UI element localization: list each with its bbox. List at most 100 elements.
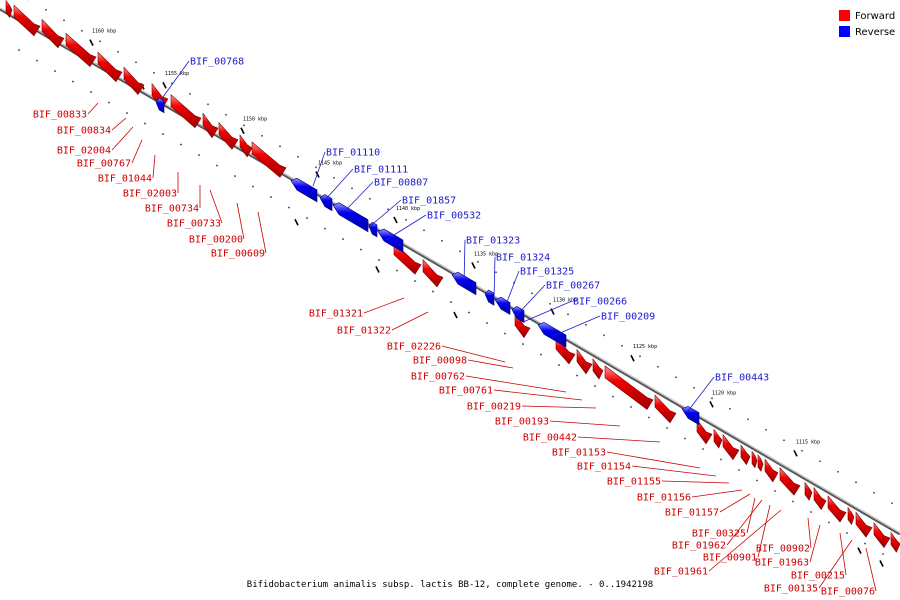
forward-gene-arrow: [696, 418, 713, 445]
reverse-gene-arrow: [368, 221, 378, 238]
scale-dot: [648, 416, 650, 419]
gene-label: BIF_01857: [402, 196, 456, 207]
forward-gene-arrow: [813, 486, 827, 511]
label-leader-line: [236, 202, 245, 240]
scale-dot: [495, 271, 497, 274]
label-leader-line: [467, 359, 514, 369]
scale-dot: [261, 134, 263, 137]
gene-label: BIF_00901: [703, 553, 757, 564]
gene-label: BIF_00215: [791, 571, 845, 582]
scale-dot: [594, 385, 596, 387]
scale-dot: [279, 145, 281, 148]
forward-gene-arrow: [779, 467, 801, 496]
tick-label: 1125 kbp: [633, 344, 657, 350]
scale-dot: [558, 364, 560, 366]
label-leader-line: [865, 547, 877, 592]
gene-label: BIF_00609: [211, 249, 265, 260]
forward-gene-arrow: [751, 450, 758, 469]
scale-dot: [81, 29, 83, 32]
scale-dot: [459, 250, 461, 253]
label-leader-line: [687, 376, 715, 412]
scale-dot: [792, 500, 794, 503]
tick-mark: [240, 127, 245, 135]
tick-label: 1150 kbp: [243, 117, 267, 123]
tick-label: 1160 kbp: [92, 29, 116, 35]
scale-dot: [423, 229, 425, 232]
tick-mark: [471, 262, 476, 269]
forward-gene-arrow: [65, 32, 97, 67]
reverse-gene-arrow: [681, 405, 700, 426]
reverse-gene-arrow: [319, 194, 333, 212]
label-leader-line: [746, 497, 756, 534]
gene-label: BIF_01324: [496, 253, 550, 264]
label-leader-line: [111, 126, 134, 151]
forward-gene-arrow: [757, 454, 764, 472]
legend-forward-swatch: [839, 10, 850, 21]
gene-label: BIF_01962: [672, 541, 726, 552]
tick-label: 1145 kbp: [318, 160, 342, 166]
gene-label: BIF_00733: [167, 219, 221, 230]
gene-label: BIF_00902: [756, 544, 810, 555]
tick-label: 1120 kbp: [712, 390, 736, 396]
legend-reverse-label: Reverse: [855, 27, 895, 38]
scale-dot: [567, 313, 569, 316]
forward-gene-arrow: [239, 134, 253, 158]
reverse-gene-arrow: [537, 321, 567, 348]
scale-dot: [216, 164, 218, 167]
reverse-gene-arrow: [155, 97, 165, 114]
reverse-gene-arrow: [290, 177, 318, 203]
gene-label: BIF_00098: [413, 356, 467, 367]
forward-gene-arrow: [873, 521, 891, 549]
scale-dot: [351, 187, 353, 190]
scale-dot: [180, 143, 182, 146]
scale-dot: [144, 122, 146, 125]
forward-gene-arrow: [764, 458, 779, 483]
gene-label: BIF_00442: [523, 433, 577, 444]
label-leader-line: [708, 509, 782, 572]
gene-label: BIF_00833: [33, 110, 87, 121]
tick-mark: [879, 560, 884, 567]
scale-dot: [36, 59, 38, 62]
gene-label: BIF_00219: [467, 402, 521, 413]
legend-reverse-swatch: [839, 26, 850, 37]
scale-dot: [72, 80, 74, 83]
scale-dot: [765, 428, 767, 431]
scale-dot: [603, 334, 605, 337]
gene-label: BIF_01110: [326, 148, 380, 159]
scale-dot: [756, 479, 758, 482]
label-leader-line: [257, 211, 267, 254]
gene-label: BIF_00443: [715, 373, 769, 384]
scale-dot: [450, 301, 452, 303]
forward-gene-arrow: [5, 0, 13, 19]
forward-gene-arrow: [654, 394, 677, 424]
scale-dot: [864, 542, 866, 545]
gene-label: BIF_00193: [495, 417, 549, 428]
scale-dot: [612, 395, 614, 398]
scale-dot: [819, 460, 821, 463]
forward-gene-arrow: [97, 51, 123, 83]
scale-dot: [288, 206, 290, 209]
label-leader-line: [344, 181, 374, 212]
scale-dot: [162, 133, 164, 135]
label-leader-line: [549, 420, 621, 427]
label-leader-line: [111, 117, 127, 131]
scale-dot: [486, 322, 488, 324]
label-leader-line: [463, 239, 466, 285]
scale-dot: [693, 386, 695, 389]
scale-dot: [729, 407, 731, 410]
reverse-gene-arrow: [377, 228, 404, 253]
forward-gene-arrow: [722, 433, 740, 461]
label-leader-line: [719, 493, 751, 513]
scale-dot: [342, 238, 344, 240]
label-leader-line: [131, 139, 143, 164]
label-leader-line: [606, 451, 701, 469]
tick-mark: [375, 266, 380, 273]
scale-dot: [378, 259, 380, 261]
scale-dot: [54, 70, 56, 72]
scale-dot: [432, 290, 434, 293]
label-leader-line: [807, 517, 812, 549]
scale-dot: [243, 124, 245, 127]
scale-dot: [621, 344, 623, 347]
scale-dot: [108, 101, 110, 104]
forward-gene-arrow: [855, 511, 873, 538]
